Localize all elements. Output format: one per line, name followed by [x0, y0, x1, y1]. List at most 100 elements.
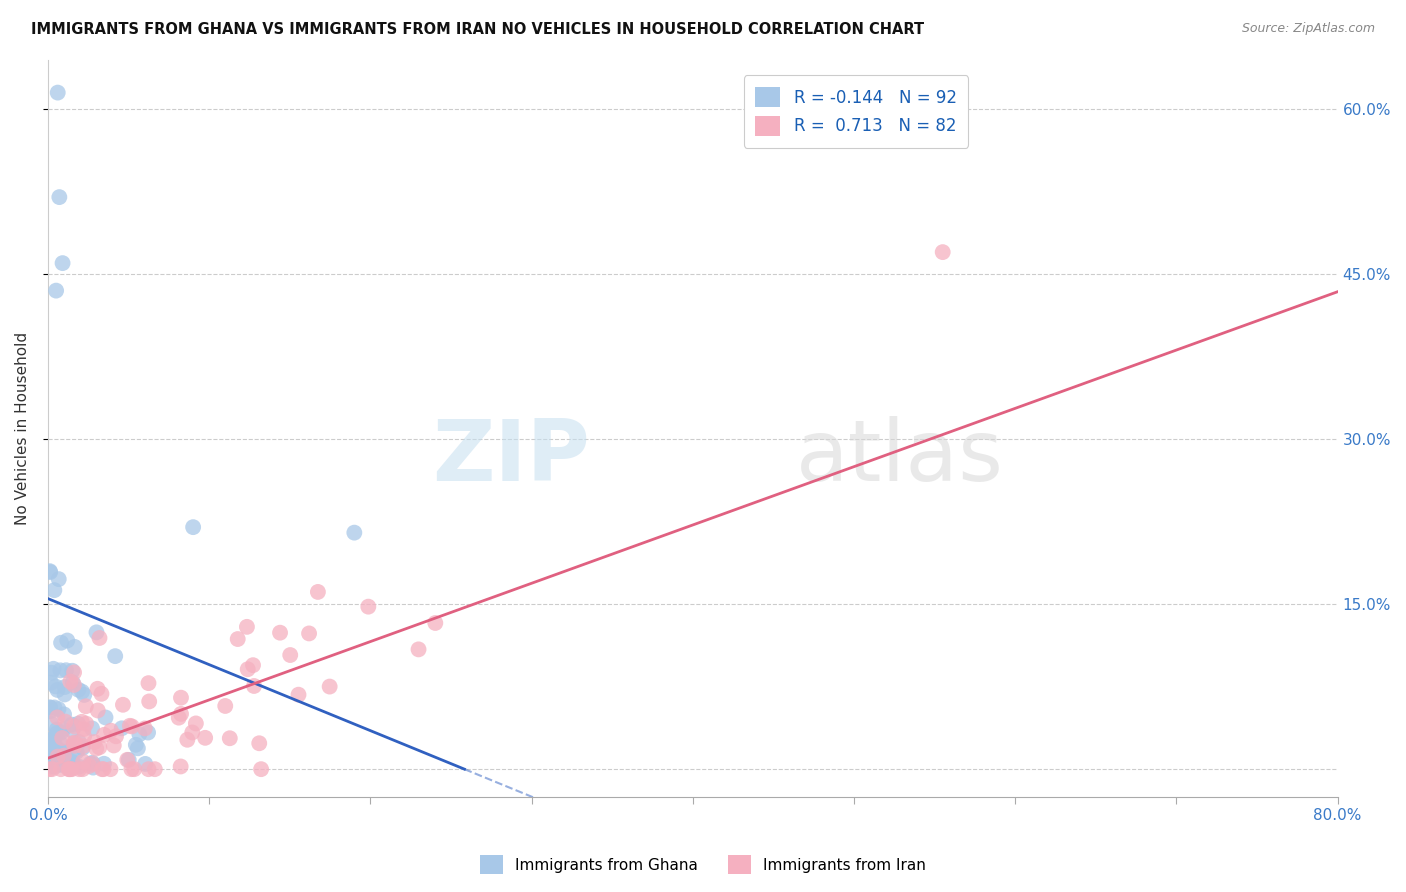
Point [120, 762, 142, 776]
Point [307, 585, 329, 599]
Point [83, 735, 105, 749]
Point [93, 728, 115, 742]
Point [82, 761, 104, 775]
Point [118, 719, 141, 733]
Point [39, 700, 62, 714]
Legend: R = -0.144   N = 92, R =  0.713   N = 82: R = -0.144 N = 92, R = 0.713 N = 82 [744, 75, 969, 148]
Point [62, 675, 84, 690]
Point [49, 725, 72, 739]
Point [226, 632, 249, 646]
Point [45, 723, 67, 737]
Point [75, 699, 97, 714]
Point [278, 648, 301, 662]
Point [67, 759, 90, 773]
Point [287, 688, 309, 702]
Point [94, 710, 117, 724]
Point [53, 707, 76, 722]
Point [55, 663, 77, 677]
Point [143, 762, 166, 776]
Point [63, 665, 86, 680]
Point [170, 690, 193, 705]
Point [63, 738, 86, 752]
Point [44, 759, 66, 773]
Point [51, 744, 73, 758]
Point [104, 649, 127, 664]
Point [247, 736, 270, 750]
Point [66, 745, 89, 759]
Point [39, 735, 62, 749]
Point [79, 756, 101, 771]
Point [53, 714, 76, 729]
Point [118, 753, 141, 767]
Point [70, 714, 93, 729]
Point [243, 679, 266, 693]
Point [46, 710, 69, 724]
Point [242, 658, 264, 673]
Point [82, 756, 104, 770]
Point [181, 520, 204, 534]
Point [218, 731, 240, 746]
Point [51, 256, 73, 270]
Point [49, 745, 72, 759]
Point [62, 756, 84, 770]
Point [42, 731, 65, 746]
Point [42, 731, 65, 745]
Point [87, 703, 110, 717]
Point [52, 748, 75, 763]
Point [72, 755, 94, 769]
Point [72, 741, 94, 756]
Point [91, 762, 114, 776]
Point [100, 723, 122, 738]
Point [48, 190, 70, 204]
Text: ZIP: ZIP [432, 417, 589, 500]
Point [67, 735, 90, 749]
Point [42, 749, 65, 764]
Point [60, 723, 83, 738]
Point [90, 687, 112, 701]
Point [194, 731, 217, 745]
Point [49, 762, 72, 776]
Y-axis label: No Vehicles in Household: No Vehicles in Household [15, 332, 30, 524]
Point [39, 704, 62, 718]
Point [41, 665, 63, 680]
Point [136, 725, 159, 739]
Point [39, 700, 62, 714]
Point [59, 762, 82, 776]
Point [125, 738, 148, 752]
Point [51, 750, 73, 764]
Point [73, 729, 96, 743]
Point [46, 86, 69, 100]
Point [63, 719, 86, 733]
Point [49, 735, 72, 749]
Point [39, 716, 62, 731]
Point [67, 682, 90, 697]
Point [84, 741, 107, 756]
Point [236, 620, 259, 634]
Point [58, 756, 80, 770]
Point [52, 723, 75, 737]
Point [63, 760, 86, 774]
Point [127, 741, 149, 756]
Point [51, 758, 73, 772]
Point [72, 739, 94, 754]
Point [60, 762, 83, 776]
Point [56, 753, 79, 767]
Point [138, 676, 160, 690]
Point [41, 759, 63, 773]
Point [77, 759, 100, 773]
Point [44, 680, 66, 694]
Point [236, 662, 259, 676]
Point [45, 726, 67, 740]
Point [93, 756, 115, 771]
Point [49, 636, 72, 650]
Point [170, 706, 193, 721]
Point [184, 716, 207, 731]
Point [138, 762, 160, 776]
Point [44, 700, 66, 714]
Point [214, 698, 236, 713]
Point [51, 747, 73, 762]
Point [169, 759, 191, 773]
Point [45, 284, 67, 298]
Point [38, 564, 60, 578]
Point [298, 626, 321, 640]
